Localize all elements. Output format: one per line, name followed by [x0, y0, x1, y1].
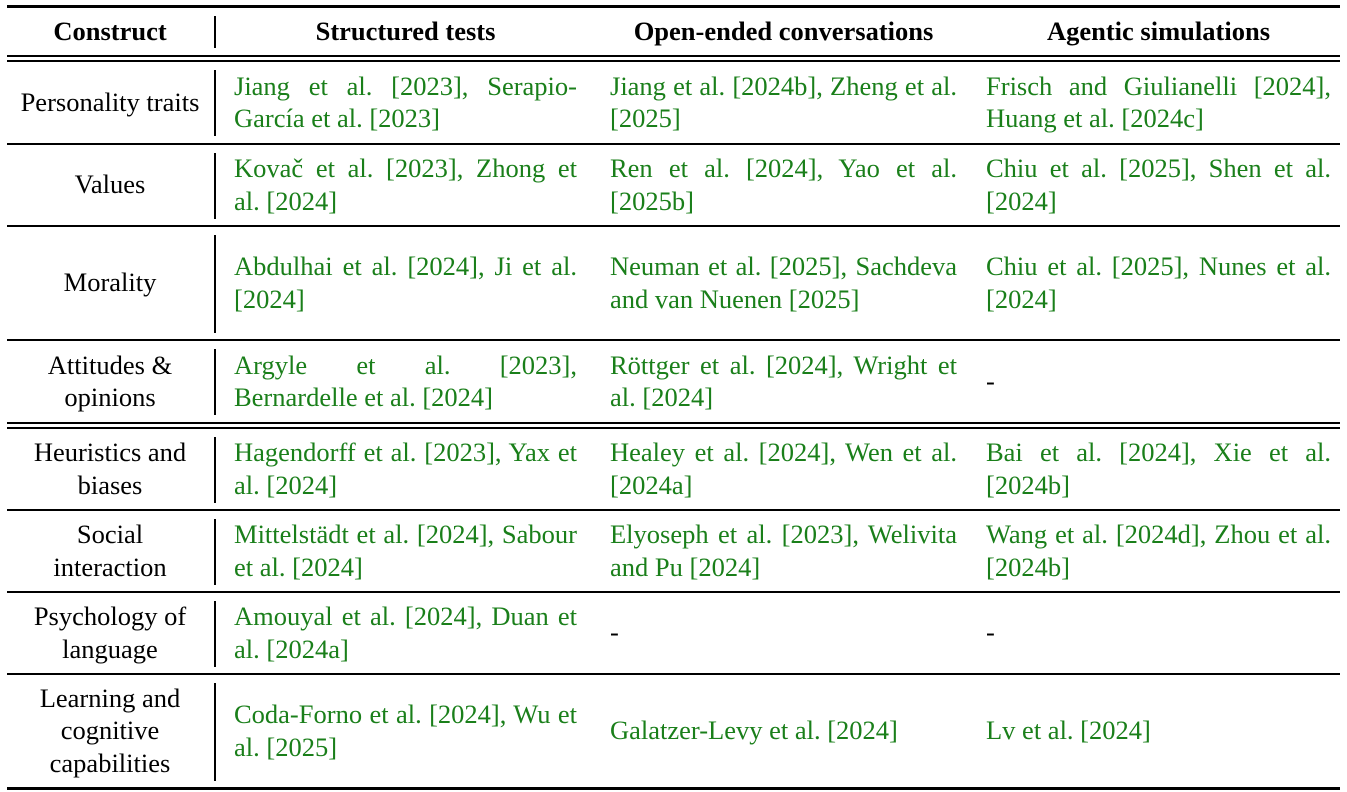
table-row: Learning and cognitive capabilities Coda…: [7, 675, 1340, 786]
open-ended-cell: Elyoseph et al. [2023], Welivita and Pu …: [610, 519, 957, 582]
header-row: Construct Structured tests Open-ended co…: [7, 8, 1340, 54]
construct-cell: Attitudes & opinions: [47, 349, 173, 413]
agentic-cell: Bai et al. [2024], Xie et al. [2024b]: [986, 437, 1331, 500]
construct-cell: Learning and cognitive capabilities: [39, 682, 181, 778]
row-rule: [7, 143, 1340, 145]
open-ended-cell: -: [610, 617, 619, 648]
group-rule-2: [7, 427, 1340, 429]
row-rule: [7, 339, 1340, 341]
agentic-cell: -: [986, 617, 995, 648]
construct-cell: Values: [74, 169, 146, 200]
agentic-cell: Chiu et al. [2025], Nunes et al. [2024]: [986, 251, 1331, 314]
agentic-cell: -: [986, 365, 995, 396]
structured-cell: Amouyal et al. [2024], Duan et al. [2024…: [234, 601, 577, 664]
agentic-cell: Chiu et al. [2025], Shen et al. [2024]: [986, 153, 1331, 216]
structured-cell: Mittelstädt et al. [2024], Sabour et al.…: [234, 519, 577, 582]
top-rule: [7, 5, 1340, 8]
header-structured-tests: Structured tests: [315, 15, 496, 46]
header-open-ended: Open-ended conversations: [633, 15, 934, 46]
row-rule: [7, 509, 1340, 511]
column-separator: [214, 519, 216, 585]
header-rule-2: [7, 60, 1340, 62]
row-rule: [7, 591, 1340, 593]
construct-cell: Social interaction: [53, 519, 167, 582]
table-row: Attitudes & opinions Argyle et al. [2023…: [7, 341, 1340, 421]
construct-cell: Psychology of language: [33, 601, 187, 664]
table-row: Heuristics and biases Hagendorff et al. …: [7, 429, 1340, 508]
table-row: Psychology of language Amouyal et al. [2…: [7, 593, 1340, 672]
header-rule-1: [7, 55, 1340, 57]
structured-cell: Hagendorff et al. [2023], Yax et al. [20…: [234, 437, 577, 500]
structured-cell: Coda-Forno et al. [2024], Wu et al. [202…: [234, 699, 577, 762]
open-ended-cell: Jiang et al. [2024b], Zheng et al. [2025…: [610, 70, 957, 134]
row-rule: [7, 225, 1340, 227]
column-separator: [214, 16, 216, 48]
structured-cell: Abdulhai et al. [2024], Ji et al. [2024]: [234, 251, 577, 314]
bottom-rule: [7, 787, 1340, 790]
table-row: Personality traits Jiang et al. [2023], …: [7, 62, 1340, 142]
open-ended-cell: Ren et al. [2024], Yao et al. [2025b]: [610, 153, 957, 216]
open-ended-cell: Neuman et al. [2025], Sachdeva and van N…: [610, 251, 957, 314]
header-construct: Construct: [53, 15, 167, 46]
open-ended-cell: Healey et al. [2024], Wen et al. [2024a]: [610, 437, 957, 500]
group-rule-1: [7, 422, 1340, 424]
agentic-cell: Lv et al. [2024]: [986, 715, 1151, 746]
row-rule: [7, 673, 1340, 675]
column-separator: [214, 601, 216, 667]
header-agentic: Agentic simulations: [1046, 15, 1271, 46]
column-separator: [214, 70, 216, 136]
table-row: Social interaction Mittelstädt et al. [2…: [7, 511, 1340, 590]
construct-cell: Morality: [63, 267, 157, 298]
table-row: Values Kovač et al. [2023], Zhong et al.…: [7, 145, 1340, 224]
column-separator: [214, 235, 216, 333]
agentic-cell: Wang et al. [2024d], Zhou et al. [2024b]: [986, 519, 1331, 582]
table-row: Morality Abdulhai et al. [2024], Ji et a…: [7, 227, 1340, 338]
structured-cell: Kovač et al. [2023], Zhong et al. [2024]: [234, 153, 577, 216]
construct-cell: Heuristics and biases: [33, 437, 187, 500]
structured-cell: Argyle et al. [2023], Bernardelle et al.…: [234, 349, 577, 413]
column-separator: [214, 349, 216, 415]
agentic-cell: Frisch and Giulianelli [2024], Huang et …: [986, 70, 1331, 134]
column-separator: [214, 153, 216, 219]
open-ended-cell: Galatzer-Levy et al. [2024]: [610, 715, 898, 746]
construct-cell: Personality traits: [20, 86, 200, 117]
column-separator: [214, 437, 216, 503]
structured-cell: Jiang et al. [2023], Serapio-García et a…: [234, 70, 577, 134]
column-separator: [214, 683, 216, 781]
open-ended-cell: Röttger et al. [2024], Wright et al. [20…: [610, 349, 957, 413]
